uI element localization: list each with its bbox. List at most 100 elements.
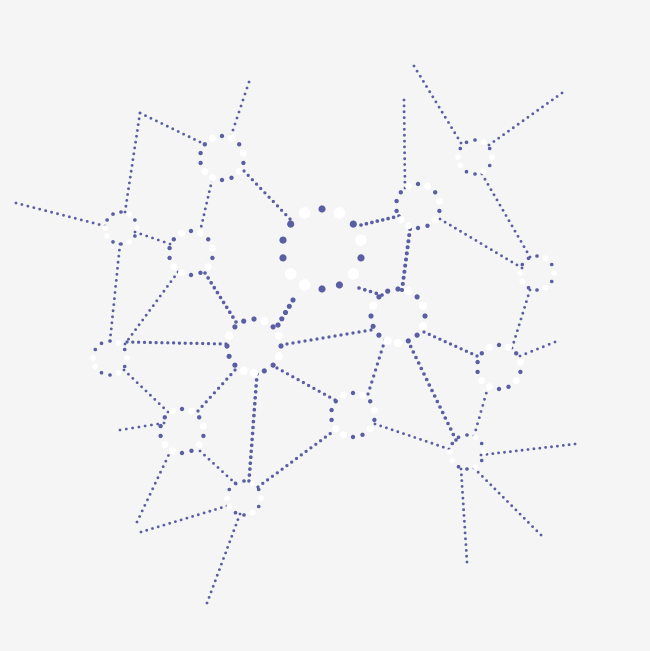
edge-dot: [536, 347, 539, 351]
edge-dot: [154, 341, 158, 345]
edge-dot: [400, 281, 405, 286]
ring-top-far-right: [455, 138, 495, 176]
edge-dot: [514, 335, 517, 338]
edge-13: [400, 227, 412, 292]
ring-dot: [229, 175, 234, 180]
ring-dot: [526, 285, 531, 290]
edge-dot: [541, 345, 545, 349]
edge-dot: [465, 554, 468, 558]
ring-highlight-dot: [423, 182, 432, 190]
edge-dot: [403, 163, 407, 166]
ring-dot: [368, 399, 373, 404]
edge-dot: [239, 104, 243, 108]
edge-dot: [516, 329, 519, 332]
edge-dot: [253, 396, 257, 400]
edge-22: [406, 339, 458, 442]
edge-dot: [375, 219, 380, 223]
edge-dot: [136, 123, 140, 126]
edge-dot: [463, 525, 467, 529]
ring-highlight-dot: [102, 225, 108, 231]
ring-dot: [465, 433, 469, 437]
ring-dot: [414, 294, 420, 300]
ring-dot: [122, 364, 127, 369]
edge-dot: [403, 151, 406, 155]
edge-dot: [168, 521, 172, 525]
edge-27: [373, 422, 451, 451]
edge-dot: [14, 201, 18, 205]
edge-dot: [113, 297, 116, 300]
ring-highlight-dot: [208, 244, 216, 252]
edge-dot: [249, 449, 253, 454]
edge-dot: [246, 173, 250, 177]
ring-highlight-dot: [472, 463, 479, 470]
edge-dot: [224, 305, 229, 310]
ring-highlight-dot: [504, 343, 513, 351]
edge-dot: [288, 217, 292, 221]
edge-dot: [135, 520, 139, 524]
ring-highlight-dot: [542, 255, 549, 262]
edge-dot: [369, 328, 373, 332]
ring-highlight-dot: [260, 316, 269, 326]
edge-dot: [519, 317, 523, 321]
edge-31: [275, 366, 337, 402]
edge-dot: [166, 285, 169, 288]
edge-dot: [461, 496, 465, 500]
edge-dot: [247, 80, 251, 84]
edge-dot: [116, 266, 119, 270]
edge-dot: [275, 204, 280, 208]
edge-dot: [209, 281, 213, 285]
edge-dot: [505, 257, 508, 261]
edge-dot: [201, 341, 205, 346]
edge-dot: [218, 568, 221, 571]
edge-dot: [433, 335, 437, 339]
ring-highlight-dot: [161, 441, 169, 449]
edge-dot: [206, 195, 210, 199]
edge-dot: [243, 92, 247, 96]
edge-dot: [222, 557, 225, 560]
edge-dot: [456, 136, 460, 140]
edge-dot: [363, 329, 367, 333]
ring-highlight-dot: [455, 154, 461, 160]
edge-dot: [196, 513, 200, 517]
edge-dot: [323, 435, 327, 439]
edge-dot: [145, 234, 149, 238]
edge-dot: [521, 119, 525, 123]
edge-dot: [126, 372, 130, 376]
edge-dot: [230, 478, 233, 482]
edge-dot: [126, 193, 129, 196]
ring-bottom-right: [447, 433, 487, 471]
edge-dot: [481, 475, 484, 478]
edge-dot: [211, 584, 215, 588]
edge-dot: [137, 340, 141, 344]
edge-dot: [541, 105, 544, 109]
ring-dot: [433, 190, 438, 195]
ring-highlight-dot: [383, 336, 392, 346]
edge-dot: [511, 126, 515, 130]
ring-highlight-dot: [404, 286, 413, 296]
ring-highlight-dot: [431, 216, 439, 224]
edge-dot: [123, 342, 127, 346]
edge-dot: [199, 224, 203, 228]
edge-dot: [427, 383, 432, 387]
edge-dot: [327, 335, 331, 339]
ring-dot: [232, 324, 238, 330]
edge-dot: [270, 474, 274, 478]
edge-dot: [492, 140, 496, 143]
ring-dot: [465, 467, 469, 471]
edge-dot: [245, 86, 249, 90]
ring-dot: [242, 513, 246, 517]
edge-dot: [460, 473, 463, 477]
edge-dot: [123, 210, 127, 214]
edge-dot: [271, 199, 275, 204]
edge-dot: [479, 453, 483, 457]
edge-dot: [182, 132, 186, 136]
edge-dot: [483, 397, 486, 401]
ring-highlight-dot: [284, 268, 297, 280]
edge-dot: [402, 127, 406, 131]
edge-dot: [522, 516, 526, 520]
edge-dot: [263, 191, 267, 195]
edge-dot: [460, 485, 464, 488]
ring-dot: [227, 487, 232, 492]
edge-dot: [515, 263, 519, 267]
